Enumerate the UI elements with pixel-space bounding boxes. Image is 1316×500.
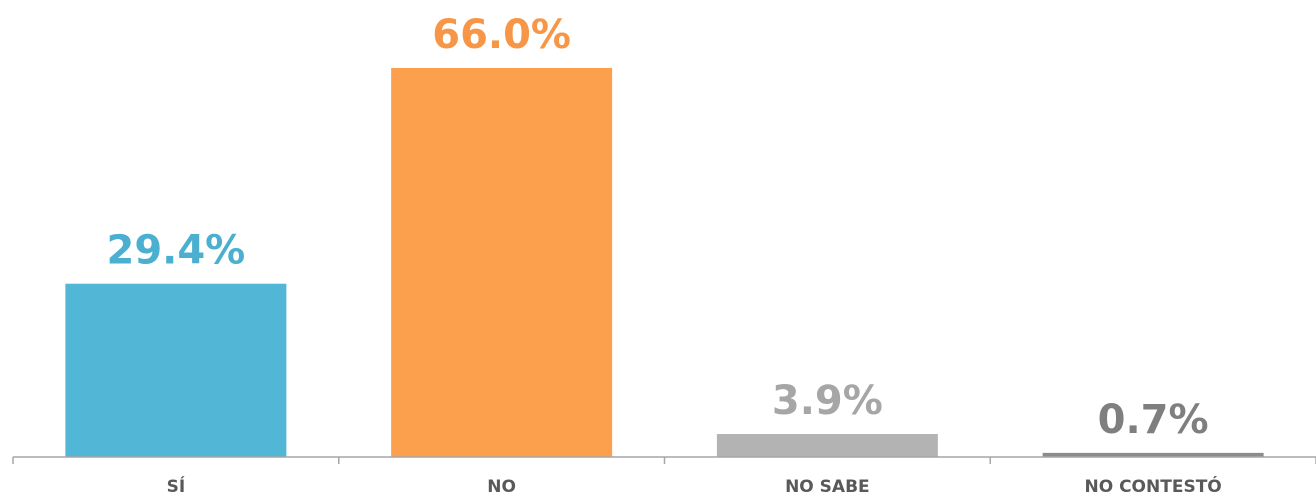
value-label-si: 29.4%: [106, 228, 245, 274]
category-label-si: SÍ: [167, 475, 186, 497]
category-label-no: NO: [487, 477, 516, 497]
bar-no: [391, 68, 613, 457]
value-label-no-contesto: 0.7%: [1098, 397, 1209, 443]
x-axis-ticks: [12, 457, 1316, 464]
value-labels-group: 29.4% 66.0% 3.9% 0.7%: [106, 12, 1208, 443]
bar-no-sabe: [716, 434, 938, 457]
bar-si: [65, 283, 287, 457]
value-label-no-sabe: 3.9%: [772, 378, 883, 424]
value-label-no: 66.0%: [432, 12, 571, 58]
category-label-no-contesto: NO CONTESTÓ: [1084, 475, 1221, 497]
bars-group: [65, 68, 1264, 457]
category-labels-group: SÍ NO NO SABE NO CONTESTÓ: [167, 475, 1222, 497]
bar-no-contesto: [1042, 452, 1264, 457]
category-label-no-sabe: NO SABE: [785, 477, 870, 497]
